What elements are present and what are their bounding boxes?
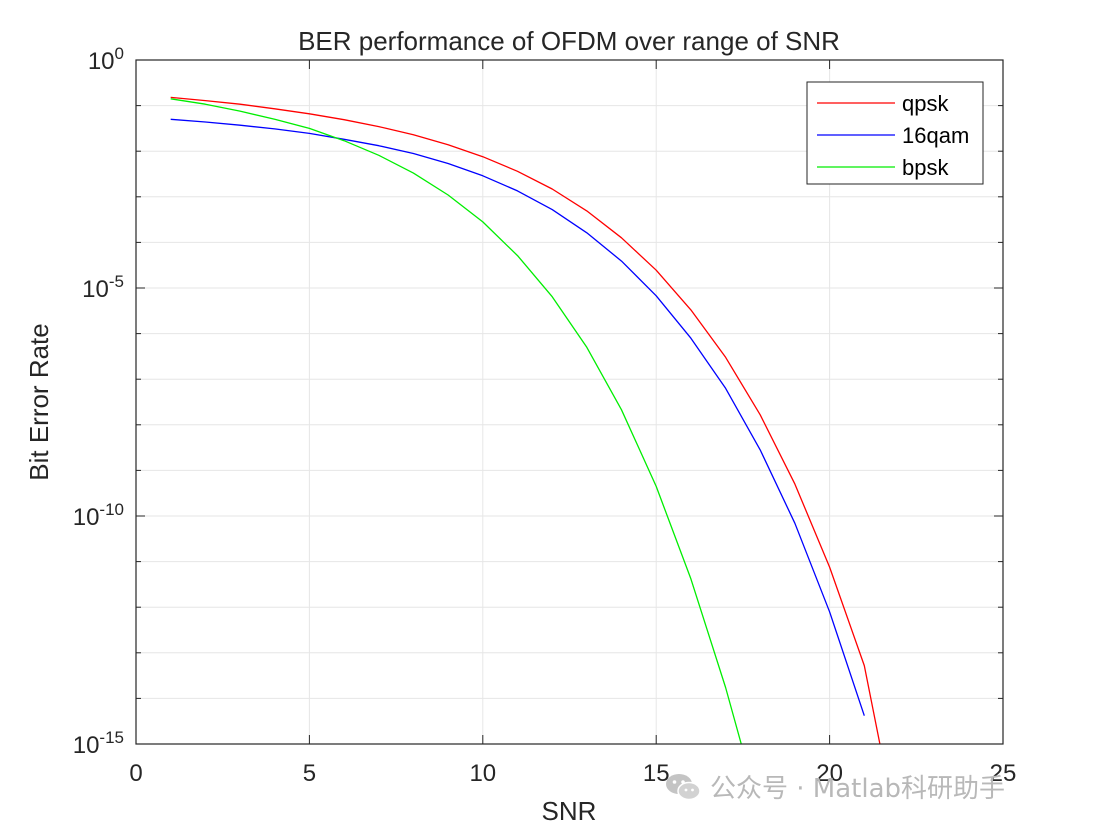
y-tick-exponent: -15 xyxy=(99,728,124,747)
y-tick-exponent: 0 xyxy=(115,44,124,63)
series-line-16qam xyxy=(170,118,865,716)
legend: qpsk 16qam bpsk xyxy=(806,81,984,185)
y-tick-label: 10-15 xyxy=(73,728,124,759)
wechat-icon xyxy=(666,773,701,800)
series-group xyxy=(170,96,881,744)
x-tick-label: 20 xyxy=(816,760,843,787)
y-tick-label: 10-5 xyxy=(82,272,124,303)
y-tick-label: 10-10 xyxy=(73,500,124,531)
watermark-text: 公众号 · Matlab科研助手 xyxy=(710,774,1006,804)
y-tick-base: 10 xyxy=(88,48,115,75)
y-tick-label: 100 xyxy=(88,44,124,75)
legend-label-bpsk: bpsk xyxy=(902,155,949,180)
grid xyxy=(136,60,1003,744)
watermark: 公众号 · Matlab科研助手 xyxy=(664,768,1005,805)
x-tick-label: 5 xyxy=(303,760,316,787)
x-axis-label: SNR xyxy=(542,796,597,826)
chart-title: BER performance of OFDM over range of SN… xyxy=(298,26,840,56)
series-line-qpsk xyxy=(170,96,881,744)
ticks xyxy=(135,59,1004,745)
y-tick-base: 10 xyxy=(73,504,100,531)
y-tick-exponent: -5 xyxy=(109,272,124,291)
x-tick-label: 15 xyxy=(643,760,670,787)
legend-label-qpsk: qpsk xyxy=(902,91,949,116)
legend-label-16qam: 16qam xyxy=(902,123,969,148)
y-tick-exponent: -10 xyxy=(99,500,124,519)
x-tick-label: 25 xyxy=(990,760,1017,787)
y-axis-label: Bit Error Rate xyxy=(24,323,54,481)
y-tick-base: 10 xyxy=(73,732,100,759)
series-line-bpsk xyxy=(170,98,742,744)
x-tick-label: 0 xyxy=(129,760,142,787)
y-tick-base: 10 xyxy=(82,276,109,303)
axes-box xyxy=(135,59,1004,745)
x-tick-label: 10 xyxy=(469,760,496,787)
